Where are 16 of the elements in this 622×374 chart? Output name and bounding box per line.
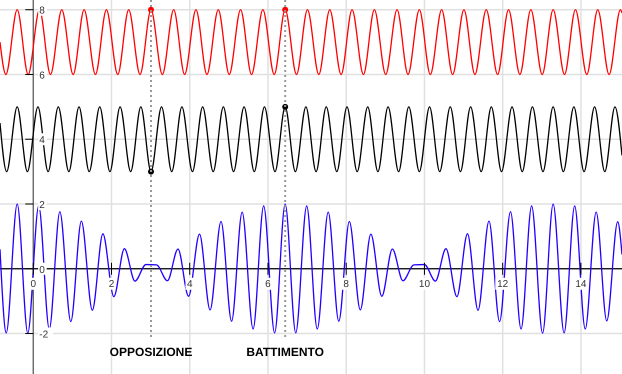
y-tick-label: 2 (39, 200, 46, 211)
x-tick-label: 4 (186, 278, 193, 290)
y-tick-label: 4 (39, 135, 46, 146)
x-tick-label: 8 (343, 278, 350, 290)
x-tick-label: 0 (30, 278, 36, 290)
x-tick-label: 10 (418, 278, 430, 290)
y-tick-label: -2 (39, 330, 49, 341)
ref-line-label: OPPOSIZIONE (110, 345, 192, 359)
x-tick-label: 14 (575, 278, 587, 290)
y-tick-label: 8 (39, 6, 46, 17)
ref-line-label: BATTIMENTO (246, 345, 324, 359)
x-tick-label: 6 (265, 278, 272, 290)
x-tick-label: 2 (108, 278, 115, 290)
x-tick-label: 12 (497, 278, 509, 290)
y-tick-label: 6 (39, 70, 46, 82)
y-tick-label: 0 (39, 264, 46, 276)
